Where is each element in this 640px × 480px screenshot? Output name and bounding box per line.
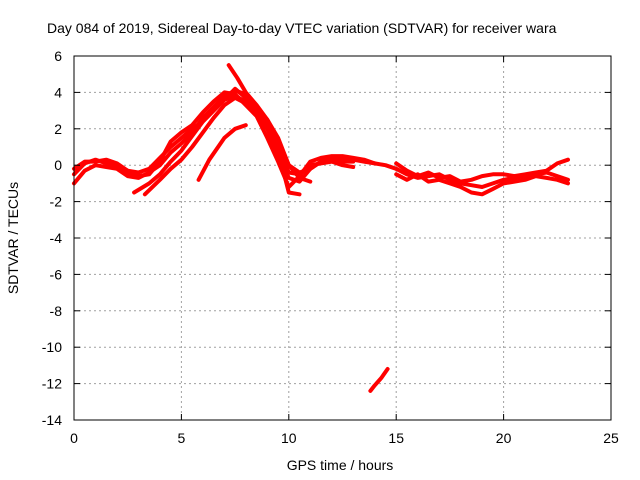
y-tick-label: -4: [50, 230, 63, 246]
series-track-10: [394, 166, 570, 189]
y-tick-label: -2: [50, 194, 63, 210]
y-tick-label: -6: [50, 266, 63, 282]
y-tick-label: -14: [42, 412, 62, 428]
series-track-9: [394, 172, 570, 197]
series-track-5: [142, 95, 302, 197]
y-tick-label: 2: [54, 121, 62, 137]
y-tick-label: 6: [54, 48, 62, 64]
series-track-4: [132, 86, 356, 195]
x-tick-label: 10: [281, 430, 297, 446]
y-tick-label: 0: [54, 157, 62, 173]
series-track-7: [226, 63, 313, 184]
x-tick-label: 15: [388, 430, 404, 446]
x-tick-label: 25: [603, 430, 619, 446]
x-axis-label: GPS time / hours: [287, 457, 394, 473]
y-tick-label: 4: [54, 84, 62, 100]
chart-title: Day 084 of 2019, Sidereal Day-to-day VTE…: [47, 20, 557, 36]
y-tick-label: -8: [50, 303, 63, 319]
series-track-11: [368, 367, 390, 393]
grid: [74, 56, 611, 420]
series-group: [72, 63, 570, 393]
x-tick-label: 5: [178, 430, 186, 446]
series-track-6: [196, 123, 248, 182]
y-axis-label: SDTVAR / TECUs: [5, 182, 21, 294]
y-tick-label: -12: [42, 376, 62, 392]
x-tick-label: 20: [496, 430, 512, 446]
axis-ticks: 0 5 10 15 20 25 -14 -12 -10 -8 -6 -4 -2 0 2 4 6: [42, 48, 619, 446]
y-tick-label: -10: [42, 339, 62, 355]
x-tick-label: 0: [70, 430, 78, 446]
